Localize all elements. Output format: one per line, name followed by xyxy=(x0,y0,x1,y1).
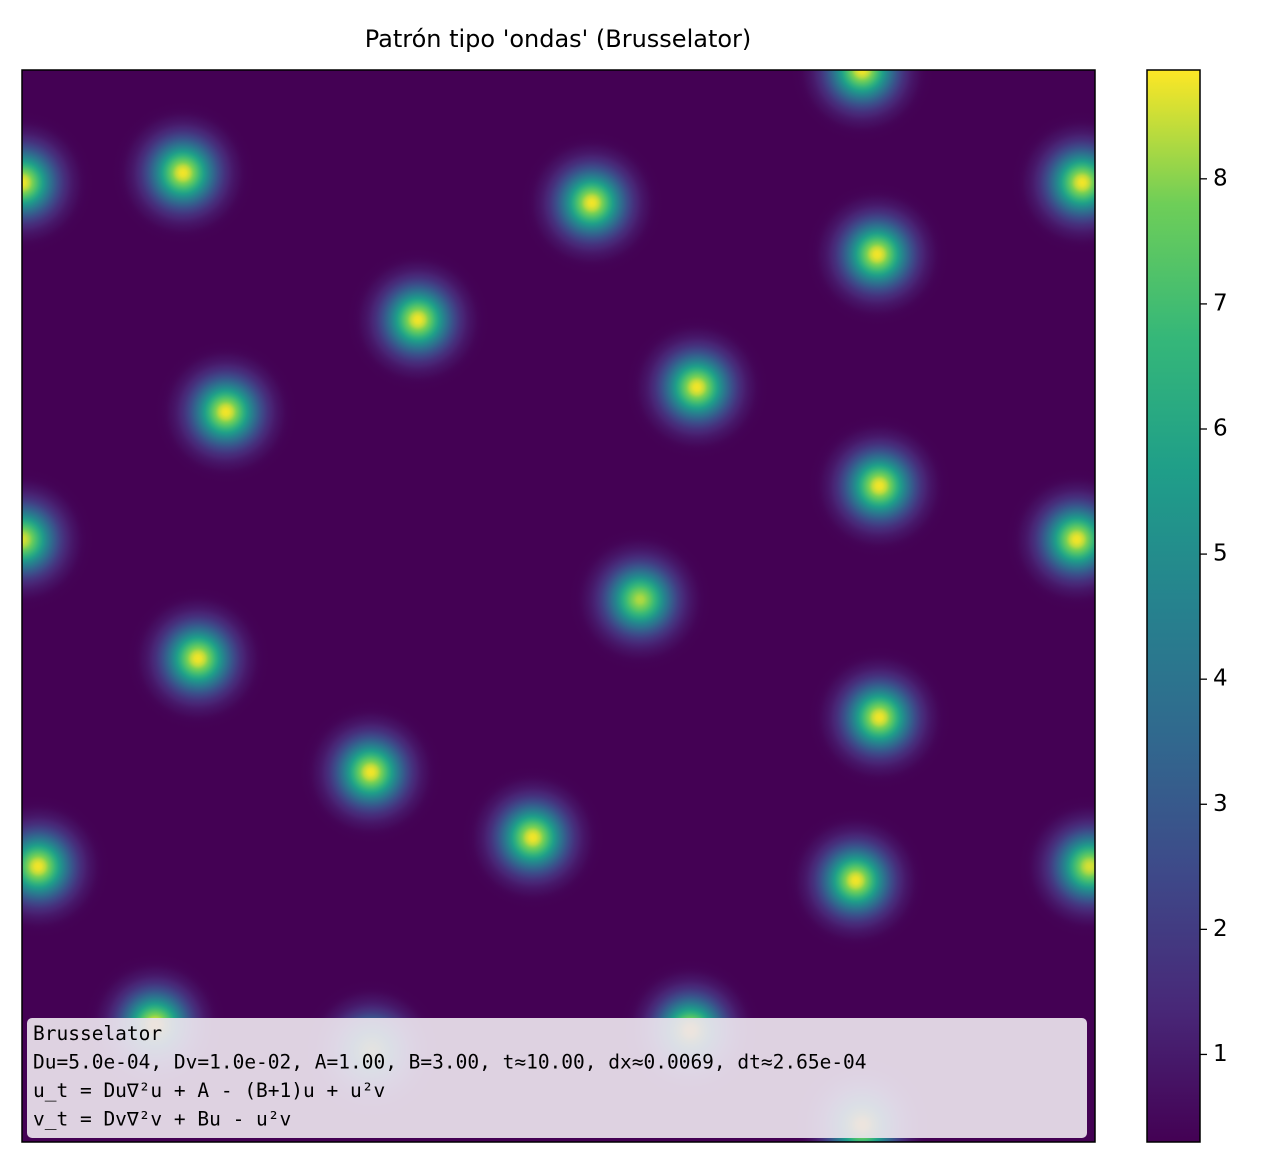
spot xyxy=(1006,469,1095,610)
colorbar-tick-label: 6 xyxy=(1213,416,1228,442)
spot xyxy=(791,70,933,141)
spot xyxy=(22,796,109,937)
colorbar-tick-label: 3 xyxy=(1213,791,1228,817)
annotation: Brusselator Du=5.0e-04, Dv=1.0e-02, A=1.0… xyxy=(27,1018,1087,1138)
spot xyxy=(521,132,663,274)
annotation-box xyxy=(27,1018,1087,1138)
spot xyxy=(462,767,604,908)
colorbar-tick-label: 2 xyxy=(1213,916,1228,942)
heatmap xyxy=(22,70,1095,1142)
spot xyxy=(127,588,269,729)
spot xyxy=(22,112,93,253)
spot xyxy=(808,647,950,788)
spot xyxy=(1019,796,1095,937)
annotation-line: v_t = Dv∇²v + Bu - u²v xyxy=(33,1108,291,1131)
spot xyxy=(22,469,93,610)
annotation-line: Brusselator xyxy=(33,1022,162,1045)
annotation-line: u_t = Du∇²u + A - (B+1)u + u²v xyxy=(33,1079,385,1102)
colorbar-tick-label: 5 xyxy=(1213,541,1228,567)
colorbar-tick-label: 4 xyxy=(1213,666,1228,692)
plot-frame xyxy=(21,69,1096,1143)
spot xyxy=(626,316,768,458)
colorbar-tick-label: 8 xyxy=(1213,165,1228,191)
colorbar-tick-label: 7 xyxy=(1213,290,1228,316)
spot xyxy=(155,341,297,483)
spot xyxy=(806,183,948,325)
spot xyxy=(347,249,489,391)
colorbar-tick-label: 1 xyxy=(1213,1041,1228,1067)
annotation-line: Du=5.0e-04, Dv=1.0e-02, A=1.00, B=3.00, … xyxy=(33,1051,867,1074)
spot xyxy=(1011,112,1095,253)
spot xyxy=(785,810,927,951)
spot xyxy=(300,701,442,843)
colorbar xyxy=(1146,69,1201,1143)
spot xyxy=(569,529,711,670)
spot xyxy=(808,415,950,557)
chart-title: Patrón tipo 'ondas' (Brusselator) xyxy=(365,25,752,53)
spot xyxy=(112,102,254,244)
